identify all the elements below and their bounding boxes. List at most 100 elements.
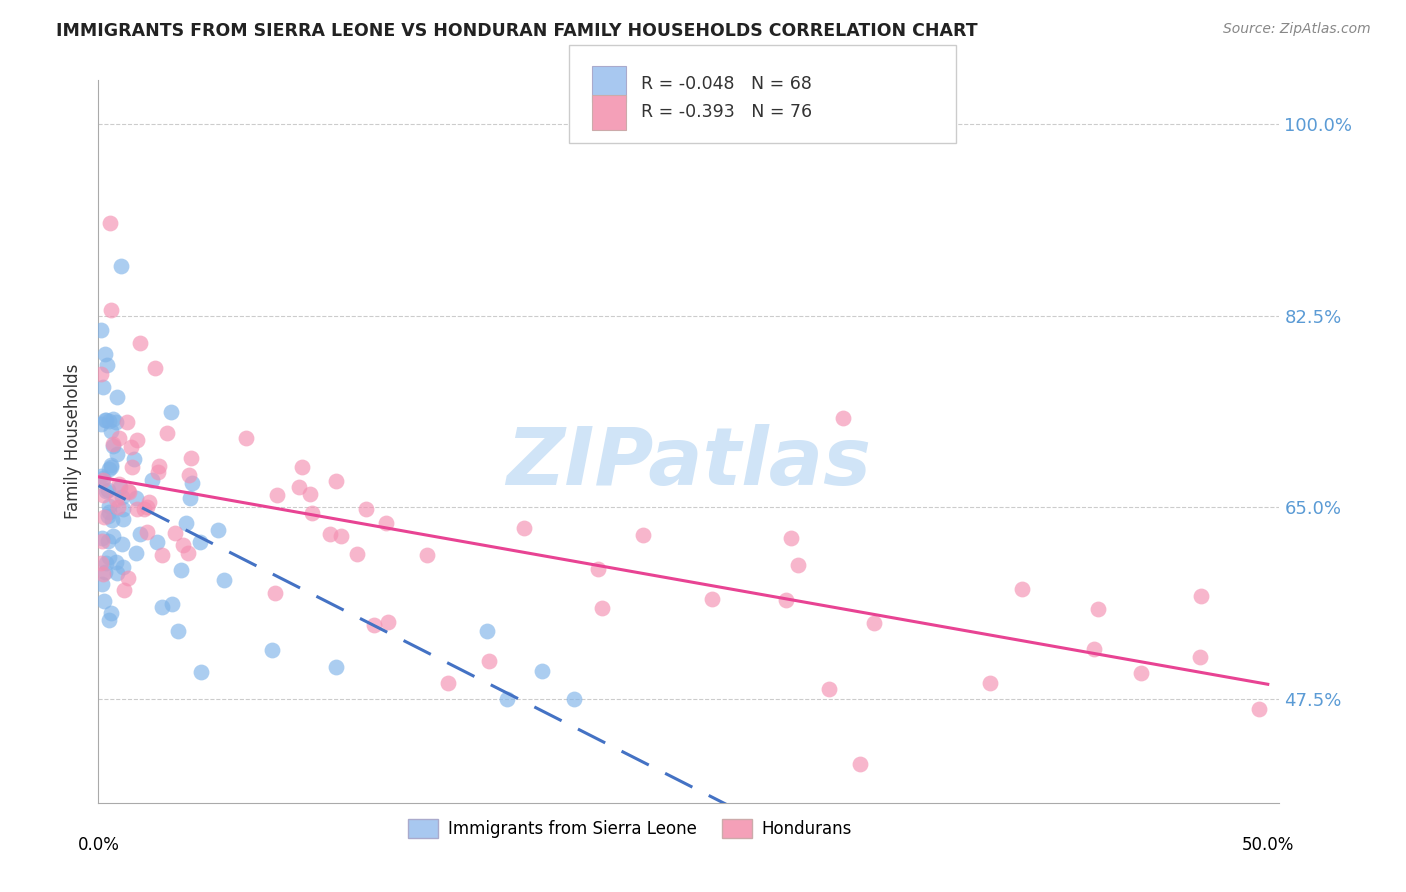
Point: [125, 546, 148, 560]
Point: [94, 484, 117, 499]
Point: [90, 417, 112, 432]
Point: [111, 491, 134, 505]
Point: [98, 505, 121, 519]
Point: [129, 527, 152, 541]
Point: [125, 491, 148, 505]
Point: [146, 465, 169, 479]
Point: [94, 565, 117, 579]
Point: [301, 507, 323, 521]
Point: [212, 574, 235, 588]
Point: [172, 538, 194, 552]
Point: [179, 467, 201, 482]
Point: [260, 642, 283, 657]
Point: [288, 480, 311, 494]
Point: [181, 475, 204, 490]
Point: [105, 390, 128, 404]
Point: [266, 488, 288, 502]
Point: [100, 458, 122, 472]
Point: [125, 434, 148, 448]
Point: [96, 413, 118, 427]
Point: [979, 676, 1001, 690]
Point: [118, 484, 141, 499]
Point: [105, 566, 128, 581]
Point: [97, 499, 120, 513]
Point: [165, 525, 187, 540]
Point: [91, 471, 114, 485]
Point: [150, 548, 173, 562]
Y-axis label: Family Households: Family Households: [65, 364, 83, 519]
Point: [112, 582, 135, 597]
Point: [1189, 589, 1212, 603]
Point: [325, 474, 347, 488]
Text: R = -0.048   N = 68: R = -0.048 N = 68: [641, 75, 813, 93]
Point: [108, 480, 131, 494]
Point: [170, 563, 193, 577]
Point: [94, 556, 117, 570]
Point: [107, 476, 129, 491]
Point: [786, 558, 808, 573]
Point: [1247, 702, 1270, 716]
Text: R = -0.393   N = 76: R = -0.393 N = 76: [641, 103, 813, 121]
Point: [141, 474, 163, 488]
Point: [91, 531, 114, 545]
Text: 50.0%: 50.0%: [1241, 836, 1294, 854]
Point: [100, 303, 122, 318]
Point: [97, 483, 120, 497]
Point: [91, 566, 114, 581]
Point: [862, 616, 884, 631]
Point: [513, 521, 536, 535]
Point: [91, 488, 114, 502]
Point: [101, 411, 124, 425]
Point: [1011, 582, 1033, 597]
Point: [702, 592, 724, 607]
Point: [117, 415, 139, 429]
Point: [329, 529, 352, 543]
Point: [325, 660, 347, 674]
Point: [346, 547, 368, 561]
Point: [188, 534, 211, 549]
Point: [166, 624, 188, 639]
Point: [478, 654, 501, 668]
Point: [354, 502, 377, 516]
Point: [117, 571, 139, 585]
Point: [631, 528, 654, 542]
Point: [148, 459, 170, 474]
Point: [98, 216, 121, 230]
Point: [591, 600, 613, 615]
Point: [775, 593, 797, 607]
Point: [319, 527, 342, 541]
Point: [531, 665, 554, 679]
Point: [416, 548, 439, 562]
Point: [136, 525, 159, 540]
Point: [129, 335, 152, 350]
Point: [363, 618, 385, 632]
Point: [235, 431, 257, 445]
Legend: Immigrants from Sierra Leone, Hondurans: Immigrants from Sierra Leone, Hondurans: [401, 813, 859, 845]
Point: [103, 439, 125, 453]
Point: [93, 347, 115, 361]
Point: [97, 534, 120, 549]
Point: [91, 577, 114, 591]
Point: [1130, 666, 1153, 681]
Point: [90, 368, 112, 382]
Point: [207, 523, 229, 537]
Point: [98, 613, 121, 627]
Point: [146, 535, 169, 549]
Point: [291, 459, 314, 474]
Point: [180, 451, 202, 466]
Point: [779, 531, 801, 545]
Point: [177, 545, 200, 559]
Point: [100, 424, 122, 438]
Point: [298, 486, 321, 500]
Point: [1087, 602, 1109, 616]
Point: [437, 676, 460, 690]
Text: ZIPatlas: ZIPatlas: [506, 425, 872, 502]
Point: [105, 415, 128, 429]
Point: [101, 529, 124, 543]
Point: [93, 510, 115, 524]
Point: [97, 462, 120, 476]
Point: [190, 665, 212, 679]
Text: IMMIGRANTS FROM SIERRA LEONE VS HONDURAN FAMILY HOUSEHOLDS CORRELATION CHART: IMMIGRANTS FROM SIERRA LEONE VS HONDURAN…: [56, 22, 977, 40]
Point: [107, 500, 129, 514]
Point: [112, 501, 135, 516]
